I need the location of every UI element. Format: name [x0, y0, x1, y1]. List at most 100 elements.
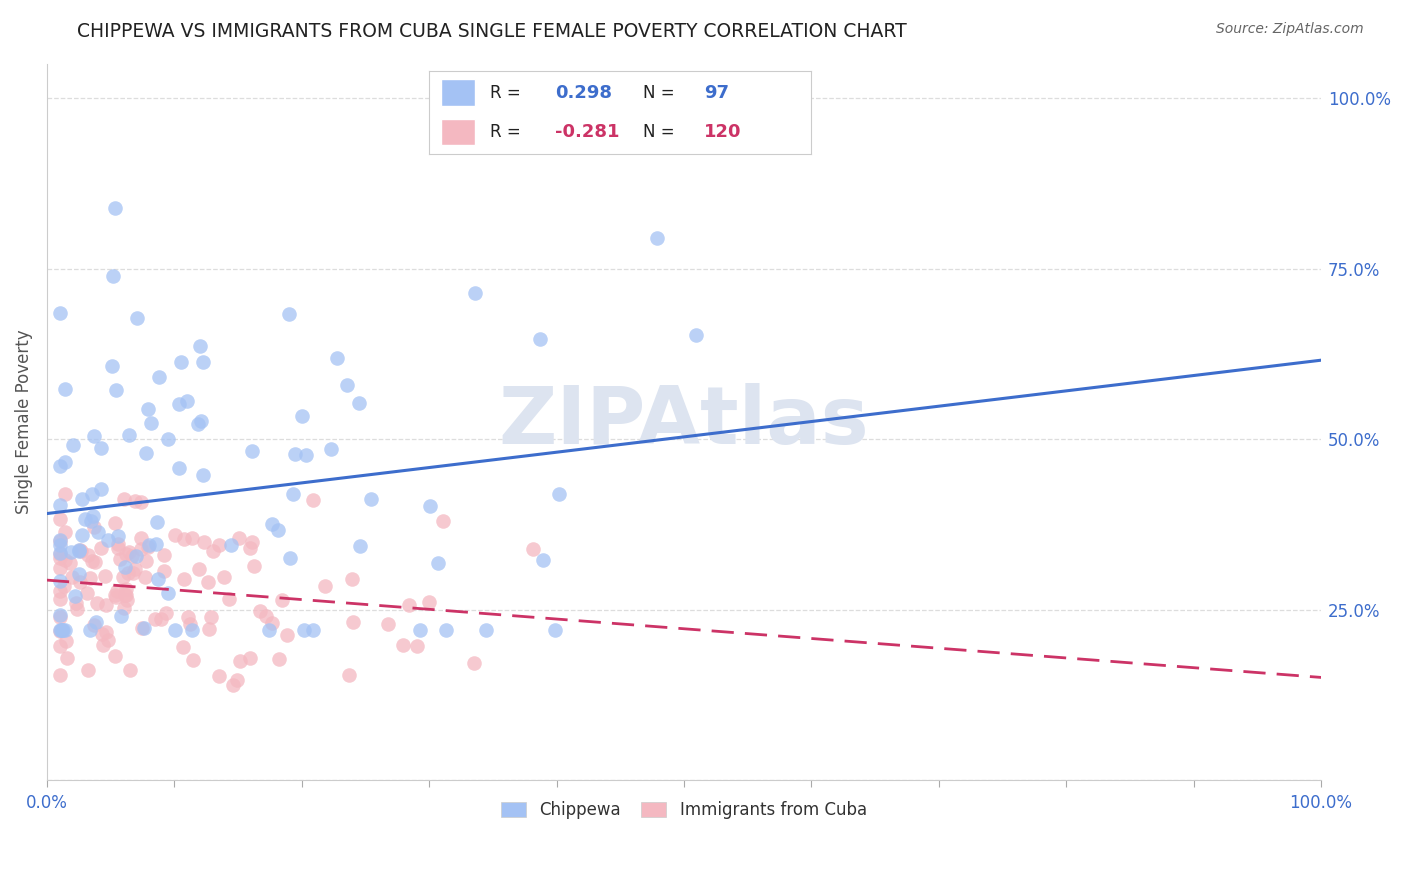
Point	[87, 525, 110, 540]
Point	[53, 579, 76, 593]
Point	[105, 590, 128, 604]
Point	[122, 566, 145, 580]
Point	[49, 533, 72, 547]
Point	[278, 550, 301, 565]
Point	[240, 534, 263, 549]
Point	[107, 541, 129, 556]
Point	[117, 566, 139, 581]
Point	[96, 625, 118, 640]
Point	[240, 443, 263, 458]
Point	[302, 624, 325, 638]
Point	[132, 621, 155, 635]
Point	[225, 673, 247, 688]
Point	[82, 509, 104, 524]
Point	[77, 664, 100, 678]
Point	[77, 549, 100, 563]
Point	[260, 616, 283, 631]
Point	[94, 599, 117, 613]
Point	[529, 332, 551, 346]
Point	[349, 539, 371, 553]
Point	[419, 499, 441, 513]
Point	[180, 531, 202, 545]
Point	[254, 608, 277, 623]
Point	[48, 306, 70, 320]
Point	[48, 459, 70, 474]
Point	[165, 527, 187, 541]
Point	[156, 432, 179, 446]
Point	[169, 397, 191, 411]
Point	[124, 494, 146, 508]
Point	[134, 569, 156, 583]
Point	[107, 529, 129, 543]
Point	[48, 512, 70, 526]
Point	[283, 487, 305, 501]
Point	[75, 512, 97, 526]
Point	[66, 602, 89, 616]
Point	[212, 570, 235, 584]
Point	[94, 569, 117, 583]
Point	[104, 201, 127, 215]
Point	[314, 579, 336, 593]
Legend: Chippewa, Immigrants from Cuba: Chippewa, Immigrants from Cuba	[495, 795, 873, 826]
Point	[67, 566, 90, 581]
Point	[131, 621, 153, 635]
Point	[107, 537, 129, 551]
Point	[295, 448, 318, 462]
Point	[267, 524, 290, 538]
Point	[114, 588, 136, 602]
Point	[187, 562, 209, 576]
Point	[84, 615, 107, 630]
Point	[228, 531, 250, 545]
Point	[136, 540, 159, 554]
Point	[139, 416, 162, 430]
Point	[49, 624, 72, 638]
Point	[48, 591, 70, 606]
Point	[124, 562, 146, 576]
Point	[276, 628, 298, 642]
Point	[145, 537, 167, 551]
Point	[69, 543, 91, 558]
Y-axis label: Single Female Poverty: Single Female Poverty	[15, 330, 32, 515]
Point	[152, 565, 174, 579]
Point	[163, 624, 186, 638]
Point	[360, 492, 382, 507]
Point	[118, 428, 141, 442]
Point	[153, 548, 176, 562]
Point	[427, 557, 450, 571]
Point	[136, 401, 159, 416]
Point	[188, 338, 211, 352]
Text: CHIPPEWA VS IMMIGRANTS FROM CUBA SINGLE FEMALE POVERTY CORRELATION CHART: CHIPPEWA VS IMMIGRANTS FROM CUBA SINGLE …	[77, 22, 907, 41]
Point	[83, 429, 105, 443]
Point	[176, 393, 198, 408]
Text: Source: ZipAtlas.com: Source: ZipAtlas.com	[1216, 22, 1364, 37]
Point	[337, 668, 360, 682]
Point	[80, 514, 103, 528]
Point	[193, 535, 215, 549]
Point	[53, 624, 76, 638]
Point	[83, 519, 105, 533]
Point	[48, 545, 70, 559]
Point	[398, 598, 420, 612]
Point	[408, 624, 430, 638]
Point	[48, 667, 70, 681]
Point	[103, 269, 125, 284]
Point	[291, 409, 314, 424]
Point	[129, 495, 152, 509]
Point	[60, 570, 83, 584]
Point	[150, 612, 173, 626]
Point	[436, 624, 458, 638]
Point	[48, 561, 70, 575]
Point	[475, 624, 498, 638]
Point	[143, 612, 166, 626]
Point	[177, 610, 200, 624]
Point	[377, 616, 399, 631]
Point	[90, 482, 112, 496]
Point	[284, 447, 307, 461]
Point	[76, 586, 98, 600]
Point	[59, 556, 82, 570]
Point	[115, 547, 138, 561]
Point	[104, 588, 127, 602]
Point	[131, 531, 153, 545]
Text: ZIPAtlas: ZIPAtlas	[499, 384, 869, 461]
Point	[48, 608, 70, 623]
